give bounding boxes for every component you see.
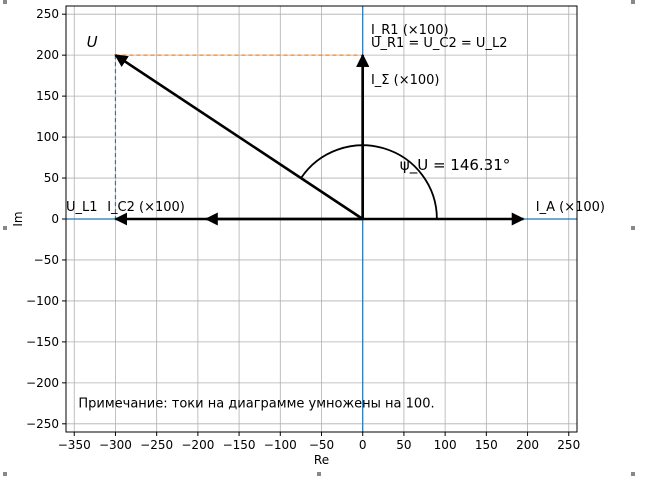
handle-bottom-right <box>631 472 635 476</box>
x-tick-label: 200 <box>516 438 539 452</box>
y-tick-label: 200 <box>36 48 59 62</box>
label-I-A: I_A (×100) <box>536 200 605 215</box>
handle-top-left <box>3 0 7 4</box>
x-tick-label: 250 <box>557 438 580 452</box>
y-tick-label: 250 <box>36 7 59 21</box>
label-I-C2: I_C2 (×100) <box>107 200 185 215</box>
y-tick-label: −250 <box>26 417 59 431</box>
x-tick-label: 100 <box>434 438 457 452</box>
y-tick-label: 100 <box>36 130 59 144</box>
y-tick-label: 150 <box>36 89 59 103</box>
annotations: U I_R1 (×100) U_R1 = U_C2 = U_L2 I_Σ (×1… <box>66 23 605 411</box>
x-tick-label: −250 <box>140 438 173 452</box>
x-axis-label: Re <box>314 453 329 467</box>
label-psi: ψ_U = 146.31° <box>400 156 510 175</box>
x-tick-label: 150 <box>475 438 498 452</box>
projections <box>114 54 363 219</box>
y-tick-label: 0 <box>51 212 59 226</box>
y-axis-label: Im <box>11 211 25 226</box>
handle-bottom-mid <box>317 472 321 476</box>
label-U-L1: U_L1 <box>66 200 98 215</box>
note-text: Примечание: токи на диаграмме умножены н… <box>78 396 434 411</box>
y-tick-label: −50 <box>34 253 59 267</box>
vectors <box>114 53 525 226</box>
vector-u <box>114 54 364 221</box>
x-tick-label: −350 <box>58 438 91 452</box>
y-tick-label: −150 <box>26 335 59 349</box>
x-tick-label: 0 <box>359 438 367 452</box>
angle-arc-path <box>300 144 438 220</box>
y-tick-label: 50 <box>44 171 59 185</box>
selection-handles <box>3 0 635 476</box>
y-tick-label: −100 <box>26 294 59 308</box>
label-I-R1: I_R1 (×100) <box>371 23 449 38</box>
handle-bottom-left <box>3 472 7 476</box>
y-ticks: −250 −200 −150 −100 −50 0 50 100 150 200 250 <box>26 7 66 431</box>
x-tick-label: 50 <box>396 438 411 452</box>
handle-top-right <box>631 0 635 4</box>
label-U-equality: U_R1 = U_C2 = U_L2 <box>371 36 508 51</box>
y-tick-label: −200 <box>26 376 59 390</box>
handle-mid-right <box>631 226 635 230</box>
x-tick-label: −300 <box>99 438 132 452</box>
handle-mid-left <box>3 226 7 230</box>
x-tick-label: −200 <box>181 438 214 452</box>
x-tick-label: −100 <box>264 438 297 452</box>
angle-arc <box>300 144 438 220</box>
x-tick-label: −150 <box>223 438 256 452</box>
x-tick-label: −50 <box>309 438 334 452</box>
label-U: U <box>87 33 98 51</box>
label-I-sigma: I_Σ (×100) <box>371 73 440 88</box>
x-ticks: −350 −300 −250 −200 −150 −100 −50 0 50 100 150 200 2… <box>58 432 580 452</box>
